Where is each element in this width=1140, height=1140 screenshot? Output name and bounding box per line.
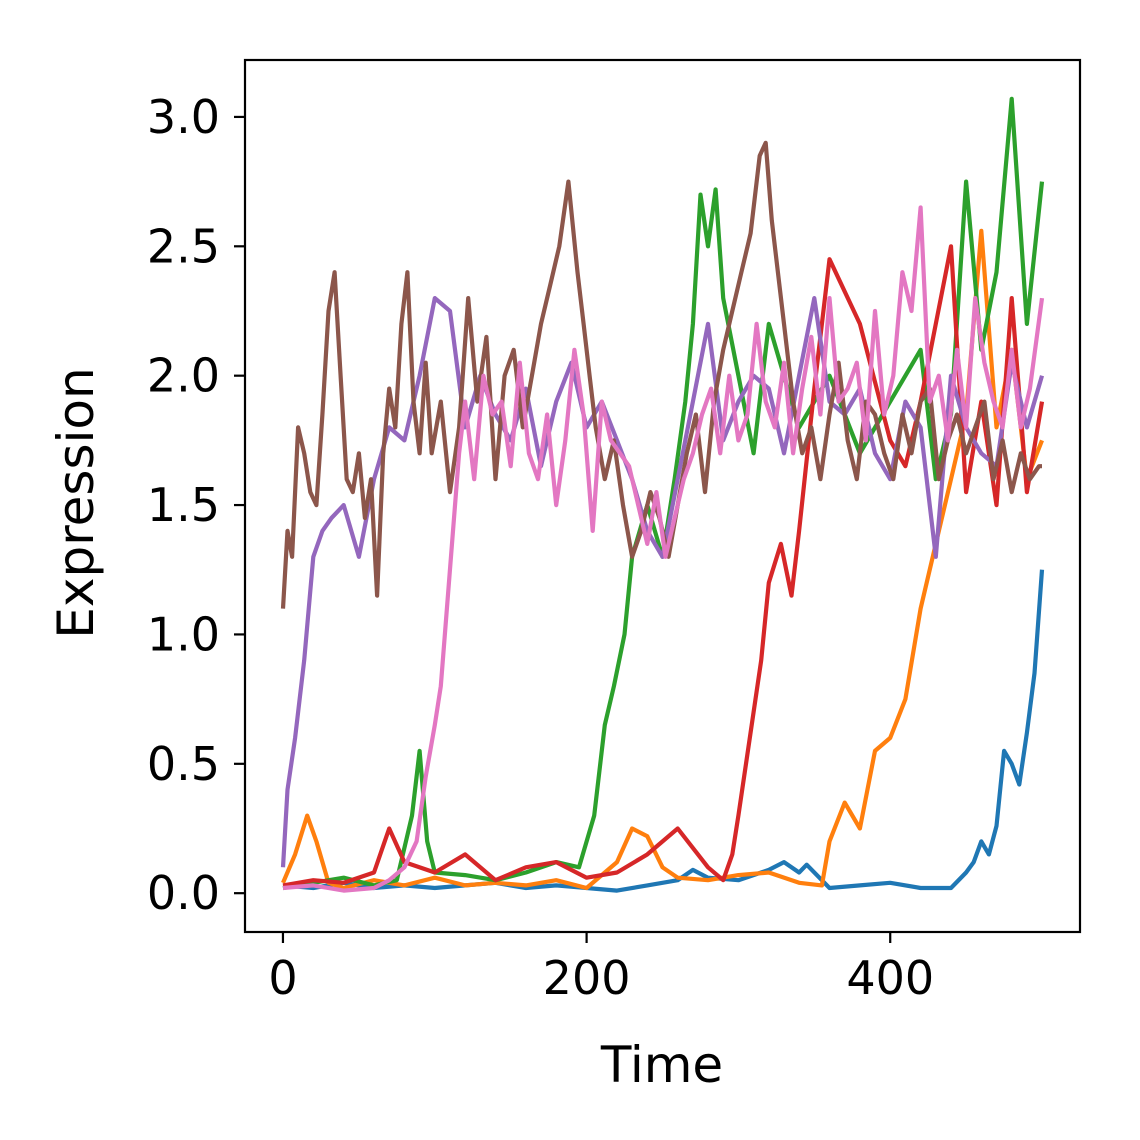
- x-axis-ticks: 0 200 400: [268, 932, 934, 1005]
- series-layer: [280, 96, 1045, 893]
- y-tick-label: 0.0: [147, 866, 220, 920]
- x-tick-label: 0: [268, 951, 297, 1005]
- series-line-3: [282, 96, 1045, 891]
- y-axis-label: Expression: [47, 367, 105, 638]
- x-tick-label: 400: [846, 951, 934, 1005]
- series-line-6: [280, 140, 1042, 609]
- x-axis-label: Time: [600, 1036, 723, 1094]
- y-tick-label: 2.0: [147, 349, 220, 403]
- series-line-7: [282, 205, 1045, 893]
- plot-frame: [243, 58, 1082, 934]
- y-tick-label: 1.0: [147, 607, 220, 661]
- y-tick-label: 2.5: [147, 219, 220, 273]
- x-tick-label: 200: [543, 951, 631, 1005]
- y-tick-label: 1.5: [147, 478, 220, 532]
- y-axis-ticks: 0.0 0.5 1.0 1.5 2.0 2.5 3.0: [147, 90, 245, 920]
- series-line-4: [282, 244, 1045, 888]
- y-tick-label: 3.0: [147, 90, 220, 144]
- y-tick-label: 0.5: [147, 737, 220, 791]
